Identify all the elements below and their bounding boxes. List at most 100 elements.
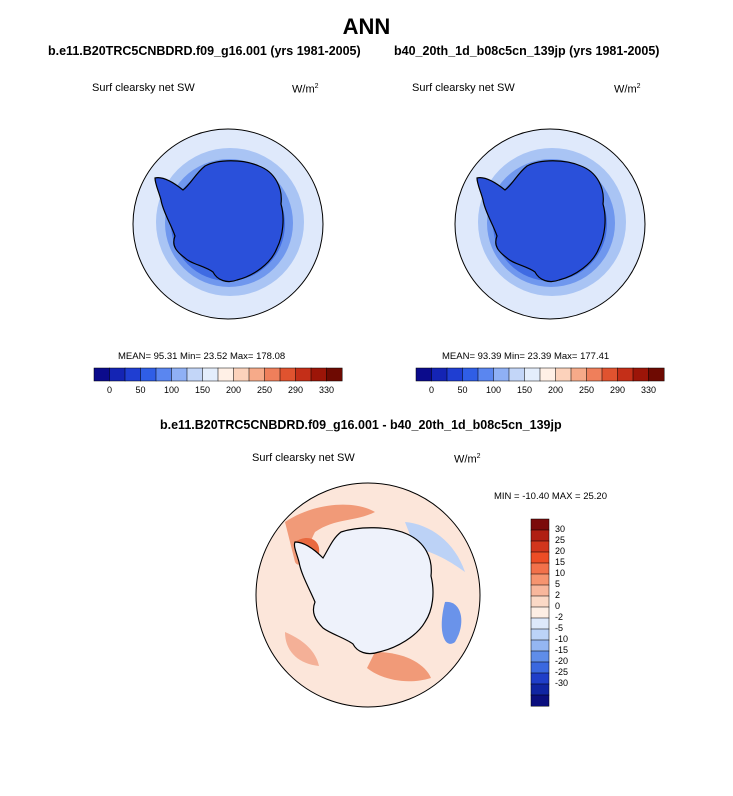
right-colorbar-tick: 330 <box>640 385 657 395</box>
right-colorbar-tick: 290 <box>609 385 626 395</box>
right-panel-title: b40_20th_1d_b08c5cn_139jp (yrs 1981-2005… <box>394 44 660 58</box>
map-boundary <box>132 128 324 320</box>
colorbar-swatch <box>431 367 448 382</box>
difference-units-label: W/m2 <box>454 453 481 466</box>
difference-colorbar-tick: 25 <box>555 535 566 545</box>
colorbar-swatch <box>601 367 618 382</box>
colorbar-swatch <box>539 367 556 382</box>
left-panel-title: b.e11.B20TRC5CNBDRD.f09_g16.001 (yrs 198… <box>48 44 361 58</box>
colorbar-swatch <box>326 367 343 382</box>
colorbar-swatch <box>233 367 250 382</box>
right-polar-map <box>454 128 646 320</box>
colorbar-swatch <box>446 367 463 382</box>
colorbar-swatch <box>109 367 126 382</box>
right-variable-label: Surf clearsky net SW <box>412 82 515 94</box>
colorbar-swatch <box>530 606 550 619</box>
difference-stats: MIN = -10.40 MAX = 25.20 <box>494 491 608 502</box>
colorbar-swatch <box>530 562 550 575</box>
page-title: ANN <box>342 14 391 39</box>
colorbar-swatch <box>462 367 479 382</box>
colorbar-swatch <box>530 584 550 597</box>
colorbar-swatch <box>508 367 525 382</box>
colorbar-swatch <box>617 367 634 382</box>
difference-colorbar-tick: 10 <box>555 568 566 578</box>
antarctica-coastline <box>476 160 606 283</box>
colorbar-swatch <box>530 529 550 542</box>
colorbar-swatch <box>279 367 296 382</box>
colorbar-swatch <box>530 540 550 553</box>
difference-polar-map <box>255 482 481 708</box>
right-colorbar-tick: 250 <box>578 385 595 395</box>
difference-colorbar-tick: 2 <box>555 590 561 600</box>
colorbar-swatch <box>155 367 172 382</box>
left-stats: MEAN= 95.31 Min= 23.52 Max= 178.08 <box>118 351 286 362</box>
left-colorbar-tick: 150 <box>194 385 211 395</box>
colorbar-swatch <box>477 367 494 382</box>
difference-colorbar-tick: -5 <box>555 623 564 633</box>
colorbar-swatch <box>493 367 510 382</box>
difference-colorbar-tick: -15 <box>555 645 569 655</box>
left-colorbar-tick: 250 <box>256 385 273 395</box>
difference-colorbar-tick: -10 <box>555 634 569 644</box>
colorbar-swatch <box>264 367 281 382</box>
colorbar-swatch <box>295 367 312 382</box>
difference-colorbar-tick: -2 <box>555 612 564 622</box>
colorbar-swatch <box>632 367 649 382</box>
right-colorbar-tick: 100 <box>485 385 502 395</box>
difference-colorbar-labels: 30 25 20 15 10 5 2 0 -2 -5 -10 -15 -20 -… <box>555 519 595 706</box>
colorbar-swatch <box>140 367 157 382</box>
colorbar-swatch <box>186 367 203 382</box>
antarctica-coastline <box>293 527 434 655</box>
colorbar-swatch <box>530 518 550 531</box>
difference-colorbar-tick: 5 <box>555 579 561 589</box>
left-colorbar-tick: 290 <box>287 385 304 395</box>
colorbar-swatch <box>530 639 550 652</box>
map-boundary <box>454 128 646 320</box>
colorbar-swatch <box>530 595 550 608</box>
difference-colorbar <box>530 518 550 707</box>
difference-colorbar-tick: -20 <box>555 656 569 666</box>
left-colorbar-labels: 0 50 100 150 200 250 290 330 <box>94 385 342 397</box>
left-variable-label: Surf clearsky net SW <box>92 82 195 94</box>
difference-colorbar-tick: 15 <box>555 557 566 567</box>
left-units-label: W/m2 <box>292 83 319 96</box>
difference-colorbar-tick: 0 <box>555 601 561 611</box>
colorbar-swatch <box>530 617 550 630</box>
colorbar-swatch <box>248 367 265 382</box>
colorbar-swatch <box>555 367 572 382</box>
colorbar-swatch <box>93 367 110 382</box>
left-colorbar-tick: 50 <box>135 385 146 395</box>
colorbar-swatch <box>530 573 550 586</box>
colorbar-swatch <box>530 551 550 564</box>
right-colorbar-tick: 150 <box>516 385 533 395</box>
right-colorbar-tick: 0 <box>428 385 435 395</box>
left-colorbar-tick: 200 <box>225 385 242 395</box>
right-colorbar <box>415 367 665 382</box>
difference-colorbar-tick: -25 <box>555 667 569 677</box>
colorbar-swatch <box>530 683 550 696</box>
left-colorbar-tick: 0 <box>106 385 113 395</box>
right-colorbar-tick: 50 <box>457 385 468 395</box>
left-colorbar-tick: 100 <box>163 385 180 395</box>
colorbar-swatch <box>217 367 234 382</box>
colorbar-swatch <box>586 367 603 382</box>
antarctica-coastline <box>154 160 284 283</box>
colorbar-swatch <box>530 694 550 707</box>
colorbar-swatch <box>530 650 550 663</box>
right-colorbar-labels: 0 50 100 150 200 250 290 330 <box>416 385 664 397</box>
right-stats: MEAN= 93.39 Min= 23.39 Max= 177.41 <box>442 351 610 362</box>
colorbar-swatch <box>530 628 550 641</box>
colorbar-swatch <box>415 367 432 382</box>
right-units-label: W/m2 <box>614 83 641 96</box>
colorbar-swatch <box>530 672 550 685</box>
difference-variable-label: Surf clearsky net SW <box>252 452 355 464</box>
colorbar-swatch <box>570 367 587 382</box>
difference-colorbar-tick: 30 <box>555 524 566 534</box>
left-colorbar <box>93 367 343 382</box>
right-colorbar-tick: 200 <box>547 385 564 395</box>
colorbar-swatch <box>202 367 219 382</box>
difference-colorbar-tick: 20 <box>555 546 566 556</box>
colorbar-swatch <box>124 367 141 382</box>
left-polar-map <box>132 128 324 320</box>
difference-colorbar-tick: -30 <box>555 678 569 688</box>
